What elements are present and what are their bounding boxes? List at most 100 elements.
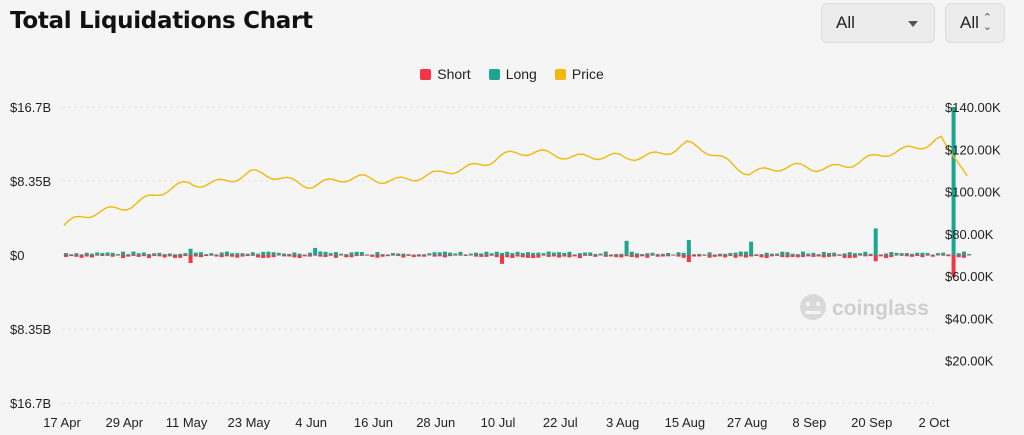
long-bar [422,254,427,255]
long-bar [328,253,333,255]
short-bar [209,255,214,256]
short-bar [136,255,141,257]
long-bar [738,251,743,255]
short-bar [126,255,131,257]
long-bar [967,254,972,255]
short-bar [536,255,541,258]
symbol-select[interactable]: All [821,3,935,43]
long-bar [614,253,619,255]
long-bar [313,247,318,255]
long-bar [354,251,359,255]
long-bar [847,252,852,255]
right-axis-tick: $140.00K [945,100,1001,115]
short-bar [432,255,437,257]
coinglass-logo-icon [800,294,826,320]
short-bar [152,255,157,257]
long-bar [785,252,790,255]
short-bar [593,255,598,257]
short-bar [520,255,525,258]
short-bar [479,255,484,257]
left-axis-tick: $0 [10,248,24,263]
short-bar [525,255,530,258]
short-bar [541,255,546,256]
short-bar [105,255,110,256]
long-bar [333,252,338,255]
long-bar [889,252,894,255]
long-bar [474,252,479,255]
short-bar [941,255,946,256]
x-axis-tick: 4 Jun [295,415,327,430]
legend-item-price[interactable]: Price [554,66,604,82]
long-bar [557,252,562,255]
short-bar [806,255,811,257]
long-bar [141,252,146,255]
short-bar [821,255,826,258]
short-bar [219,255,224,258]
short-bar [370,255,375,257]
right-axis-tick: $80.00K [945,227,994,242]
long-bar [230,253,235,255]
short-bar [411,255,416,258]
long-bar [873,228,878,255]
right-axis-tick: $100.00K [945,185,1001,200]
long-bar [245,253,250,255]
long-bar [941,252,946,255]
short-bar [494,255,499,258]
long-bar [624,240,629,255]
long-bar [837,254,842,255]
long-bar [956,253,961,255]
long-bar [671,254,676,255]
long-bar [821,251,826,255]
x-axis-tick: 27 Aug [727,415,768,430]
long-bar [868,253,873,255]
long-bar [105,252,110,255]
short-bar [790,255,795,257]
long-bar [359,251,364,255]
short-bar [131,255,136,256]
short-bar [837,255,842,256]
short-bar [256,255,261,258]
short-bar [183,255,188,257]
long-bar [832,252,837,255]
long-bar [541,253,546,255]
long-bar [743,251,748,255]
long-bar [531,252,536,255]
short-bar [204,255,209,257]
long-bar [577,253,582,255]
range-select[interactable]: All ⌃ ⌄ [945,3,1005,43]
short-bar [686,255,691,263]
long-bar [609,254,613,255]
short-bar [759,255,764,258]
range-select-value: All [960,13,979,32]
long-bar [754,254,759,255]
x-axis-tick: 3 Aug [606,415,639,430]
short-bar [240,255,245,257]
long-bar [946,254,951,255]
short-bar [442,255,447,258]
legend-item-short[interactable]: Short [420,66,471,82]
long-bar [463,254,468,255]
short-bar [261,255,266,259]
long-bar [292,252,297,255]
long-bar [183,253,188,255]
x-axis-tick: 17 Apr [43,415,81,430]
legend-label-price: Price [571,66,604,82]
long-bar [728,253,733,255]
long-bar [458,251,463,255]
long-bar [271,252,276,255]
short-bar [422,255,427,257]
x-axis-tick: 15 Aug [665,415,706,430]
long-bar [276,252,281,255]
long-bar [525,252,530,255]
long-bar [380,254,385,255]
short-bar [811,255,816,257]
short-bar [375,255,380,258]
long-bar [640,254,645,255]
short-bar [297,255,302,258]
long-bar [951,107,956,255]
short-bar [702,255,707,256]
legend-item-long[interactable]: Long [488,66,537,82]
short-bar [437,255,442,257]
short-bar [572,255,577,257]
short-bar [89,255,94,258]
